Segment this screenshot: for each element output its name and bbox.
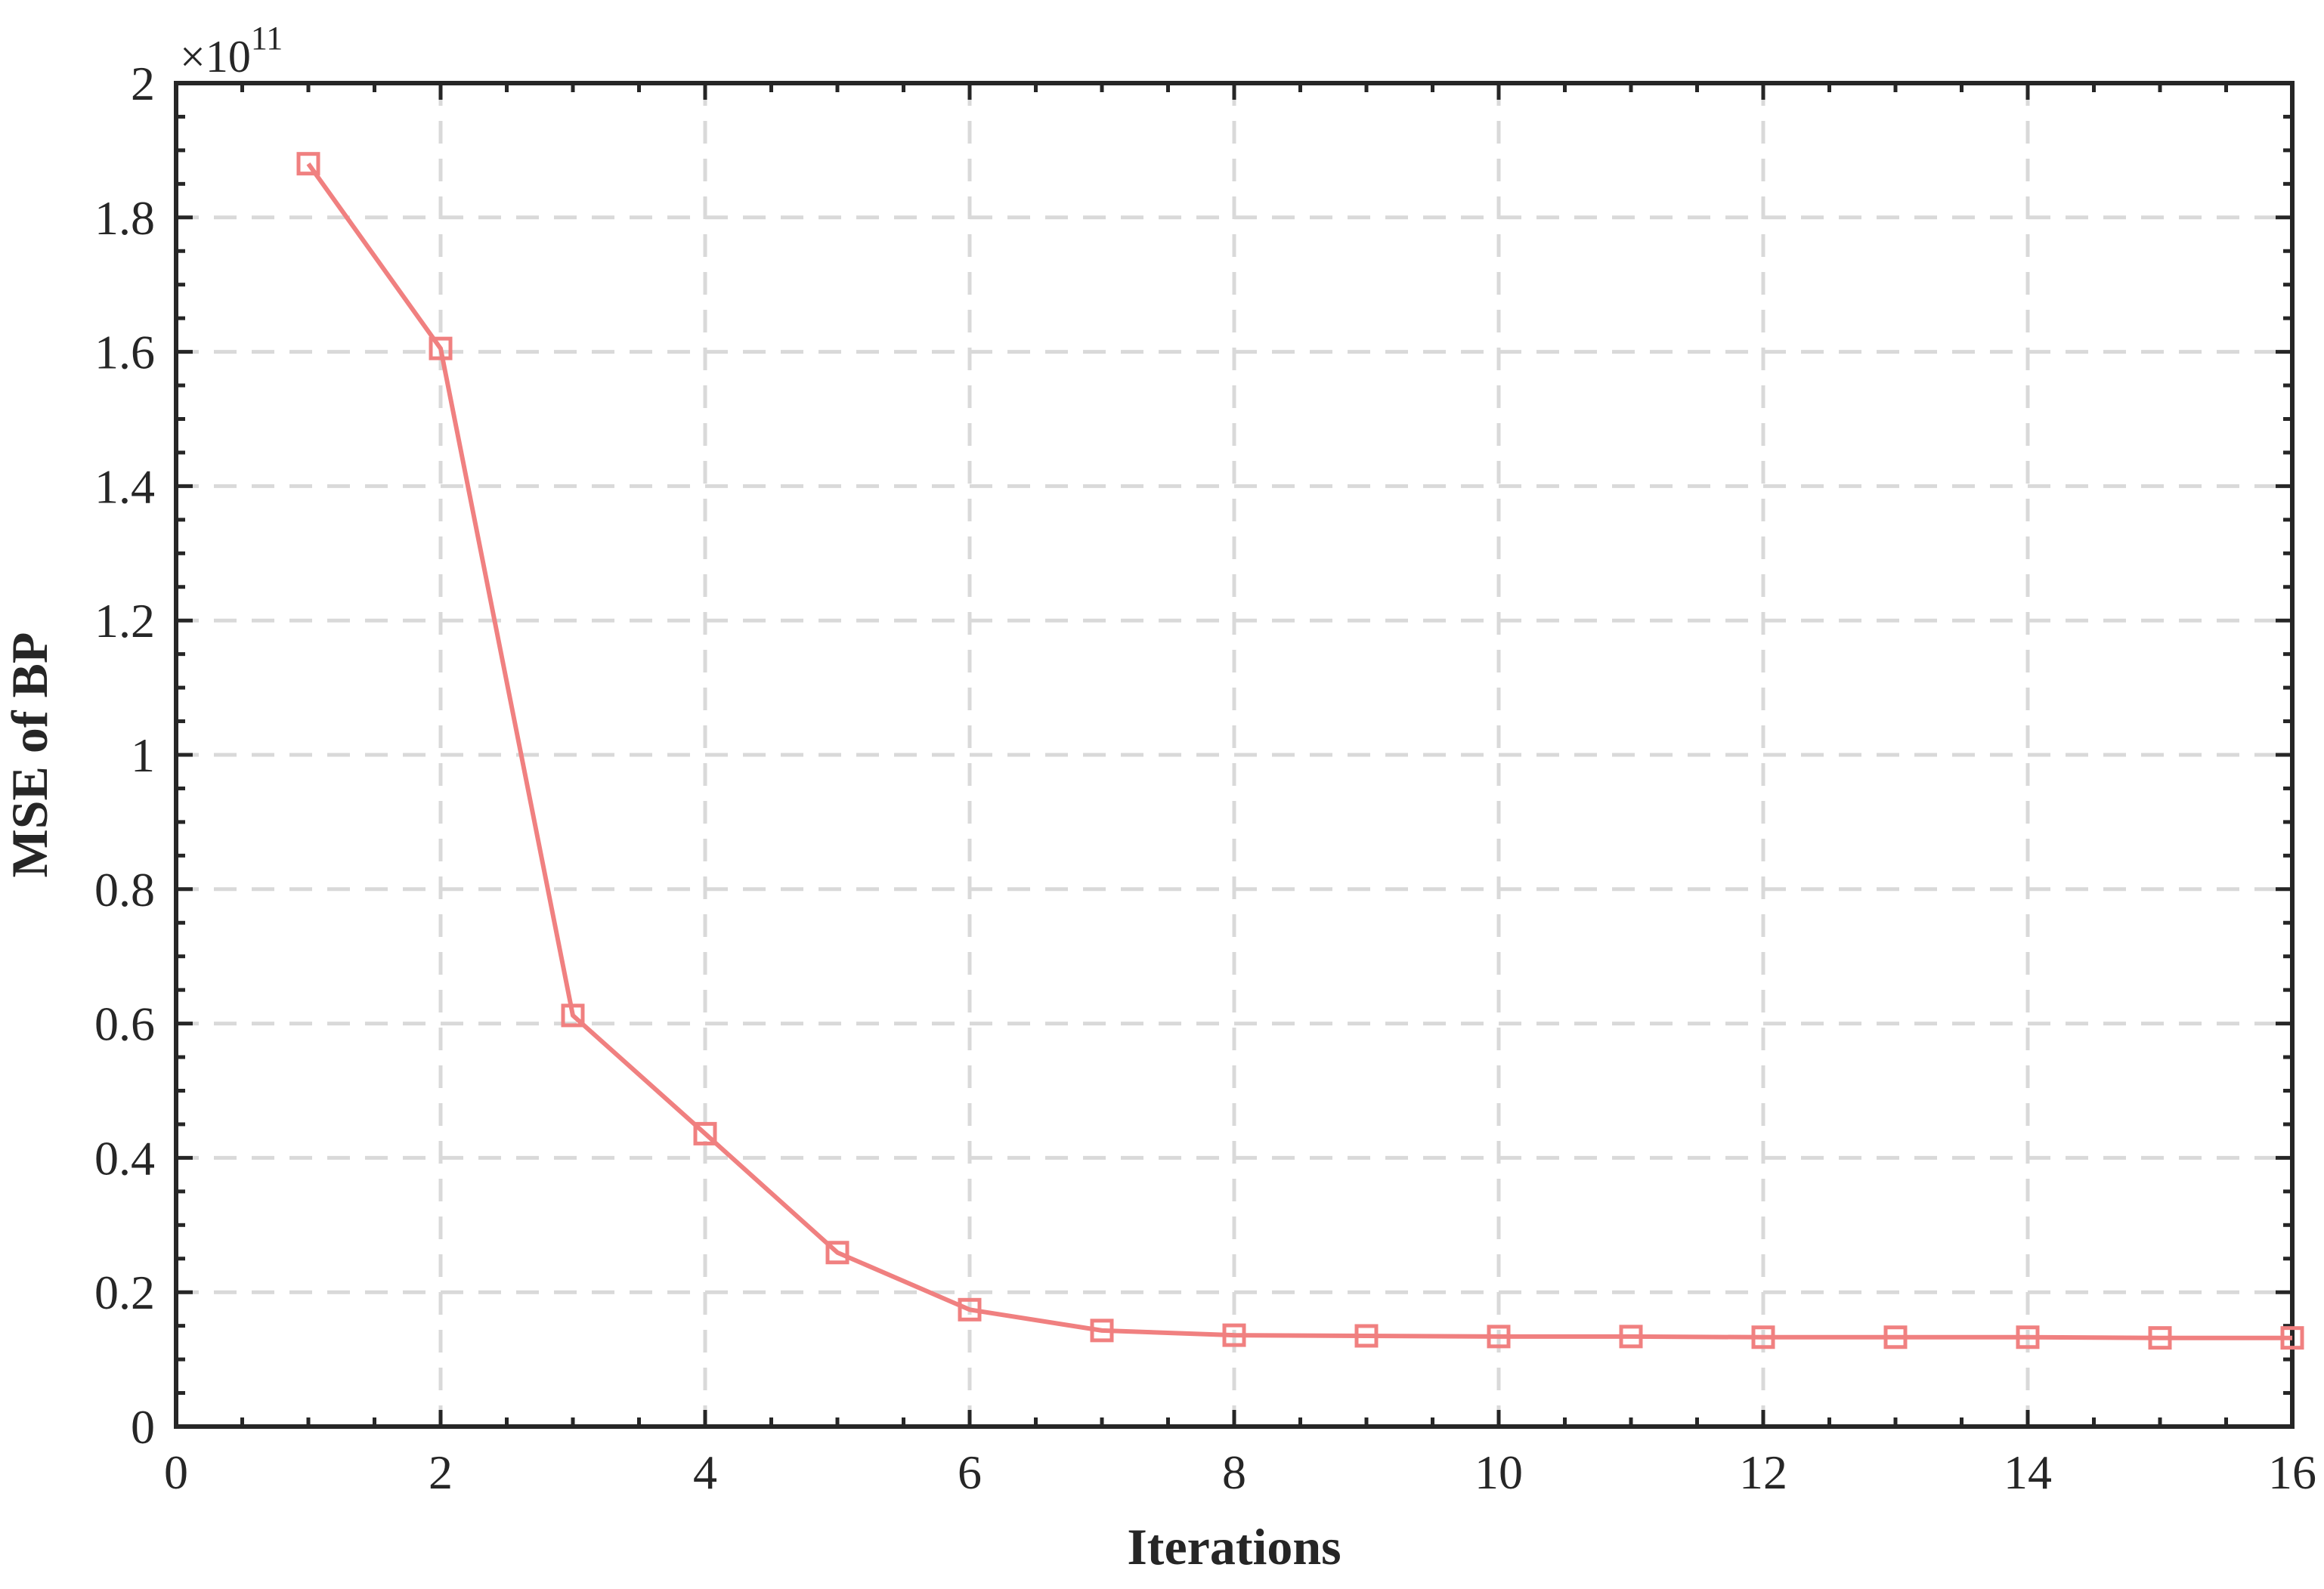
y-tick-label: 1.4 [94,459,155,513]
x-tick-label: 4 [693,1445,717,1499]
y-tick-label: 1.8 [94,191,155,245]
series-line [306,162,2292,1340]
data-point-marker [1487,1325,1511,1349]
y-tick-label: 0 [131,1400,155,1454]
grid-lines [176,83,2292,1427]
y-tick-label: 2 [131,57,155,110]
plot-frame [174,81,2295,1429]
data-point-marker [296,152,320,176]
x-tick-label: 2 [429,1445,453,1499]
x-tick-label: 0 [164,1445,188,1499]
x-tick-label: 10 [1475,1445,1523,1499]
x-tick-label: 16 [2268,1445,2316,1499]
x-tick-label: 8 [1222,1445,1246,1499]
y-tick-label: 0.2 [94,1266,155,1319]
y-exponent-base: ×10 [180,32,251,82]
tick-labels: 0 2 4 6 8 10 12 14 16 0 0.2 0.4 0.6 0.8 1 1.2 1.4 1.6 1.8 2 [94,57,2316,1499]
data-point-marker [1619,1325,1643,1349]
data-point-marker [958,1297,982,1322]
data-point-marker [1751,1325,1775,1349]
data-point-marker [1354,1324,1379,1348]
data-point-marker [561,1003,585,1028]
data-point-marker [2148,1326,2172,1350]
series-layer [296,152,2304,1350]
data-point-marker [2016,1325,2040,1349]
y-exponent-power: 11 [251,20,283,57]
data-point-marker [825,1241,849,1265]
x-tick-label: 6 [958,1445,982,1499]
y-tick-label: 1.6 [94,326,155,379]
data-point-marker [429,336,453,360]
y-tick-label: 0.4 [94,1131,155,1185]
y-tick-label: 0.6 [94,997,155,1051]
data-point-marker [1883,1325,1908,1349]
x-axis-title: Iterations [1127,1518,1341,1575]
x-tick-label: 12 [1739,1445,1787,1499]
x-tick-label: 14 [2004,1445,2052,1499]
y-tick-label: 0.8 [94,863,155,917]
data-point-marker [1222,1323,1246,1347]
y-tick-label: 1.2 [94,594,155,648]
data-point-marker [1090,1318,1114,1343]
data-point-marker [2280,1326,2304,1350]
y-axis-title: MSE of BP [1,632,58,878]
data-point-marker [693,1121,717,1145]
y-axis-exponent: ×1011 [180,20,283,82]
y-tick-label: 1 [131,728,155,782]
